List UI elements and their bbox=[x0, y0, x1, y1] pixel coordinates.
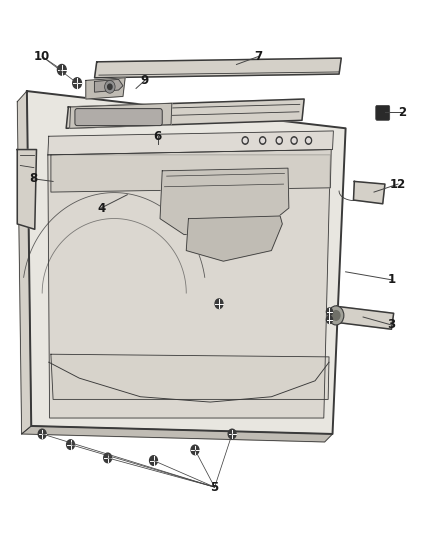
Circle shape bbox=[191, 445, 199, 455]
Circle shape bbox=[73, 78, 81, 88]
Text: 9: 9 bbox=[141, 74, 149, 87]
FancyBboxPatch shape bbox=[376, 106, 390, 120]
Circle shape bbox=[332, 311, 340, 320]
Circle shape bbox=[105, 80, 115, 93]
Polygon shape bbox=[353, 181, 385, 204]
Polygon shape bbox=[17, 150, 36, 229]
Text: 1: 1 bbox=[387, 273, 396, 286]
Circle shape bbox=[276, 137, 283, 144]
Polygon shape bbox=[160, 168, 289, 235]
Text: 10: 10 bbox=[34, 50, 50, 63]
Circle shape bbox=[67, 440, 74, 449]
Circle shape bbox=[326, 316, 332, 324]
Polygon shape bbox=[51, 354, 329, 399]
Polygon shape bbox=[70, 103, 172, 128]
Circle shape bbox=[244, 139, 247, 143]
Circle shape bbox=[292, 139, 296, 143]
Circle shape bbox=[326, 308, 332, 316]
Circle shape bbox=[278, 139, 281, 143]
Polygon shape bbox=[186, 216, 283, 261]
Circle shape bbox=[104, 453, 112, 463]
Polygon shape bbox=[48, 131, 333, 155]
Polygon shape bbox=[21, 426, 332, 442]
Polygon shape bbox=[86, 78, 125, 99]
Circle shape bbox=[242, 137, 248, 144]
Circle shape bbox=[305, 137, 311, 144]
Polygon shape bbox=[95, 79, 123, 92]
Circle shape bbox=[228, 429, 236, 439]
FancyBboxPatch shape bbox=[75, 109, 162, 126]
Polygon shape bbox=[51, 150, 331, 192]
Text: 6: 6 bbox=[154, 130, 162, 143]
Text: 7: 7 bbox=[254, 50, 262, 63]
Circle shape bbox=[291, 137, 297, 144]
Circle shape bbox=[307, 139, 310, 143]
Circle shape bbox=[150, 456, 157, 465]
Circle shape bbox=[57, 64, 66, 75]
Circle shape bbox=[108, 84, 112, 90]
Text: 12: 12 bbox=[390, 177, 406, 191]
Polygon shape bbox=[336, 306, 394, 329]
Polygon shape bbox=[17, 91, 31, 434]
Polygon shape bbox=[66, 99, 304, 128]
Text: 5: 5 bbox=[211, 481, 219, 494]
Circle shape bbox=[260, 137, 266, 144]
Circle shape bbox=[261, 139, 265, 143]
Polygon shape bbox=[95, 58, 341, 78]
Polygon shape bbox=[48, 155, 330, 418]
Circle shape bbox=[38, 429, 46, 439]
Text: 8: 8 bbox=[29, 172, 38, 185]
Polygon shape bbox=[27, 91, 346, 434]
Text: 2: 2 bbox=[398, 106, 406, 119]
Text: 4: 4 bbox=[97, 201, 105, 214]
Circle shape bbox=[215, 299, 223, 309]
Text: 3: 3 bbox=[387, 319, 396, 332]
Circle shape bbox=[328, 306, 344, 325]
